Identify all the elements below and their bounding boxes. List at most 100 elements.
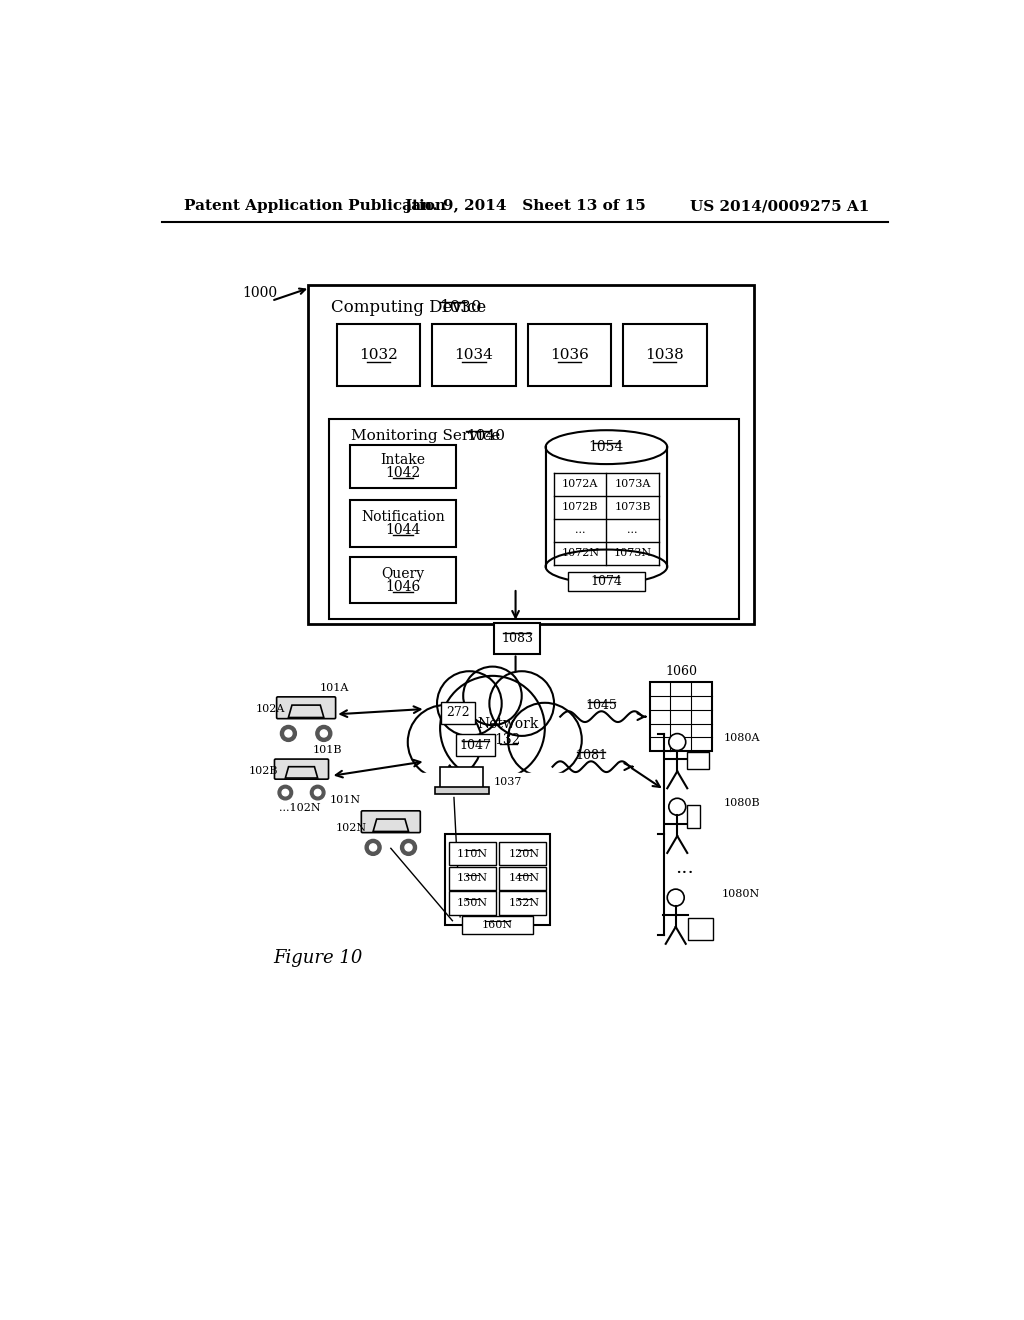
Text: Network: Network — [477, 717, 539, 731]
Text: 160N: 160N — [482, 920, 513, 929]
Text: 1034: 1034 — [455, 347, 494, 362]
Text: Jan. 9, 2014   Sheet 13 of 15: Jan. 9, 2014 Sheet 13 of 15 — [403, 199, 646, 213]
FancyBboxPatch shape — [330, 418, 739, 619]
FancyBboxPatch shape — [444, 834, 550, 924]
FancyBboxPatch shape — [462, 916, 534, 933]
Text: ...: ... — [575, 525, 586, 536]
Circle shape — [314, 789, 321, 796]
Text: 1080B: 1080B — [724, 797, 760, 808]
FancyBboxPatch shape — [441, 702, 475, 723]
Text: 1072B: 1072B — [562, 502, 598, 512]
FancyBboxPatch shape — [650, 682, 712, 751]
Text: 102B: 102B — [249, 766, 279, 776]
Text: Patent Application Publication: Patent Application Publication — [184, 199, 446, 213]
FancyBboxPatch shape — [350, 445, 456, 488]
Text: Computing Device: Computing Device — [331, 298, 492, 315]
Text: 152N: 152N — [508, 898, 540, 908]
FancyBboxPatch shape — [449, 867, 496, 890]
Text: 1030: 1030 — [440, 298, 482, 315]
FancyBboxPatch shape — [350, 499, 456, 548]
Text: 1083: 1083 — [501, 631, 534, 644]
FancyBboxPatch shape — [499, 867, 547, 890]
FancyBboxPatch shape — [499, 842, 547, 866]
Circle shape — [321, 730, 328, 737]
Circle shape — [370, 843, 377, 851]
Text: 1072A: 1072A — [562, 479, 598, 490]
Text: 1000: 1000 — [243, 286, 278, 300]
Ellipse shape — [546, 430, 668, 465]
Text: 1080N: 1080N — [722, 888, 760, 899]
Text: Figure 10: Figure 10 — [273, 949, 362, 966]
FancyBboxPatch shape — [687, 805, 699, 829]
FancyBboxPatch shape — [350, 557, 456, 603]
Circle shape — [404, 843, 412, 851]
Text: 101N: 101N — [330, 795, 360, 805]
Text: Monitoring Service: Monitoring Service — [351, 429, 510, 442]
FancyBboxPatch shape — [687, 752, 709, 770]
Circle shape — [315, 726, 332, 742]
FancyBboxPatch shape — [440, 767, 483, 792]
Text: Query: Query — [381, 568, 424, 581]
Text: 102N: 102N — [336, 824, 367, 833]
FancyBboxPatch shape — [624, 323, 707, 385]
FancyBboxPatch shape — [274, 759, 329, 779]
Text: 1073N: 1073N — [613, 548, 651, 558]
Text: ...102N: ...102N — [280, 803, 321, 813]
Text: 101B: 101B — [313, 744, 343, 755]
Text: 1054: 1054 — [589, 440, 624, 454]
Text: 1036: 1036 — [550, 347, 589, 362]
FancyBboxPatch shape — [568, 572, 645, 591]
Circle shape — [440, 676, 545, 780]
Polygon shape — [286, 767, 317, 777]
Text: 1040: 1040 — [466, 429, 505, 442]
Circle shape — [489, 671, 554, 737]
Circle shape — [281, 726, 296, 742]
FancyBboxPatch shape — [457, 734, 495, 756]
Circle shape — [437, 671, 502, 737]
Text: 130N: 130N — [457, 874, 487, 883]
Text: 1042: 1042 — [385, 466, 421, 479]
FancyBboxPatch shape — [361, 810, 420, 833]
Text: 110N: 110N — [457, 849, 487, 859]
Circle shape — [669, 799, 686, 816]
Polygon shape — [373, 818, 409, 832]
Text: 1072N: 1072N — [561, 548, 599, 558]
Circle shape — [408, 705, 481, 779]
Circle shape — [279, 785, 293, 800]
Text: 1074: 1074 — [591, 576, 623, 587]
FancyBboxPatch shape — [337, 323, 420, 385]
Circle shape — [669, 734, 686, 751]
Text: 132: 132 — [495, 733, 521, 747]
Text: 1037: 1037 — [494, 777, 522, 787]
FancyBboxPatch shape — [449, 842, 496, 866]
Text: 120N: 120N — [508, 849, 540, 859]
Text: 1046: 1046 — [385, 579, 421, 594]
FancyBboxPatch shape — [528, 323, 611, 385]
FancyBboxPatch shape — [494, 623, 541, 653]
FancyBboxPatch shape — [449, 891, 496, 915]
FancyBboxPatch shape — [499, 891, 547, 915]
Circle shape — [668, 890, 684, 906]
Text: Notification: Notification — [360, 511, 444, 524]
Text: 1047: 1047 — [460, 739, 492, 751]
Text: 1060: 1060 — [666, 665, 697, 677]
FancyBboxPatch shape — [435, 788, 488, 793]
Text: 1073B: 1073B — [614, 502, 651, 512]
Text: 150N: 150N — [457, 898, 487, 908]
Text: 1080A: 1080A — [724, 733, 760, 743]
Circle shape — [310, 785, 325, 800]
Circle shape — [282, 789, 289, 796]
Circle shape — [366, 840, 381, 855]
Ellipse shape — [546, 549, 668, 583]
Text: 1073A: 1073A — [614, 479, 651, 490]
Text: Intake: Intake — [380, 453, 425, 467]
Text: 1032: 1032 — [359, 347, 398, 362]
Text: 1038: 1038 — [645, 347, 684, 362]
Text: 140N: 140N — [508, 874, 540, 883]
Text: ...: ... — [676, 859, 694, 878]
Text: 102A: 102A — [256, 704, 286, 714]
FancyBboxPatch shape — [546, 447, 668, 566]
Text: 1081: 1081 — [575, 750, 607, 763]
Circle shape — [508, 702, 582, 776]
Text: US 2014/0009275 A1: US 2014/0009275 A1 — [690, 199, 869, 213]
